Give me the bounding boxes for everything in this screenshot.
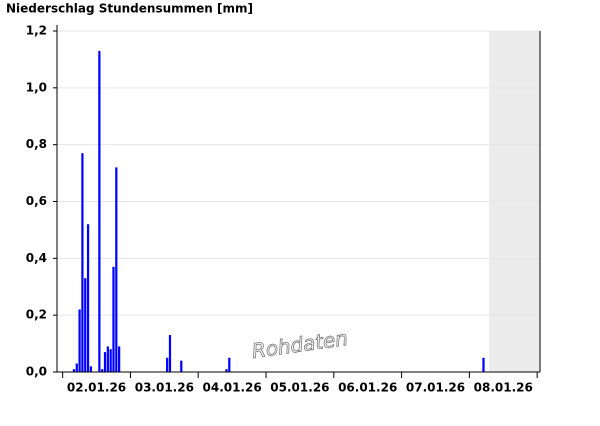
bar bbox=[75, 363, 78, 372]
chart-title: Niederschlag Stundensummen [mm] bbox=[6, 2, 253, 16]
bar bbox=[109, 349, 112, 372]
bar bbox=[118, 346, 121, 372]
bar bbox=[106, 346, 109, 372]
bar bbox=[228, 357, 231, 372]
x-tick-label: 08.01.26 bbox=[474, 381, 533, 395]
bar bbox=[482, 357, 485, 372]
x-tick-label: 07.01.26 bbox=[406, 381, 465, 395]
x-tick-label: 05.01.26 bbox=[270, 381, 329, 395]
bar bbox=[84, 278, 87, 372]
y-tick-label: 0,6 bbox=[26, 194, 47, 208]
y-tick-label: 1,0 bbox=[26, 80, 47, 94]
y-tick-label: 1,2 bbox=[26, 24, 47, 38]
bar bbox=[89, 366, 93, 372]
bar bbox=[101, 369, 104, 372]
y-tick-label: 0,8 bbox=[26, 137, 47, 151]
bar bbox=[166, 357, 169, 372]
bar bbox=[112, 266, 115, 372]
bar bbox=[180, 360, 183, 372]
y-tick-label: 0,2 bbox=[26, 308, 47, 322]
bar bbox=[103, 352, 107, 372]
bar bbox=[225, 369, 228, 372]
bar bbox=[98, 50, 101, 373]
y-tick-label: 0,4 bbox=[26, 251, 47, 265]
x-tick-label: 03.01.26 bbox=[135, 381, 194, 395]
x-tick-label: 04.01.26 bbox=[203, 381, 262, 395]
watermark: Rohdaten bbox=[250, 326, 349, 363]
x-tick-label: 02.01.26 bbox=[67, 381, 126, 395]
x-tick-label: 06.01.26 bbox=[338, 381, 397, 395]
bar bbox=[78, 309, 81, 372]
y-tick-label: 0,0 bbox=[26, 365, 47, 379]
bar bbox=[115, 167, 118, 372]
bar bbox=[86, 224, 90, 372]
bar bbox=[81, 153, 84, 372]
bar bbox=[72, 369, 76, 372]
bar bbox=[168, 335, 172, 372]
